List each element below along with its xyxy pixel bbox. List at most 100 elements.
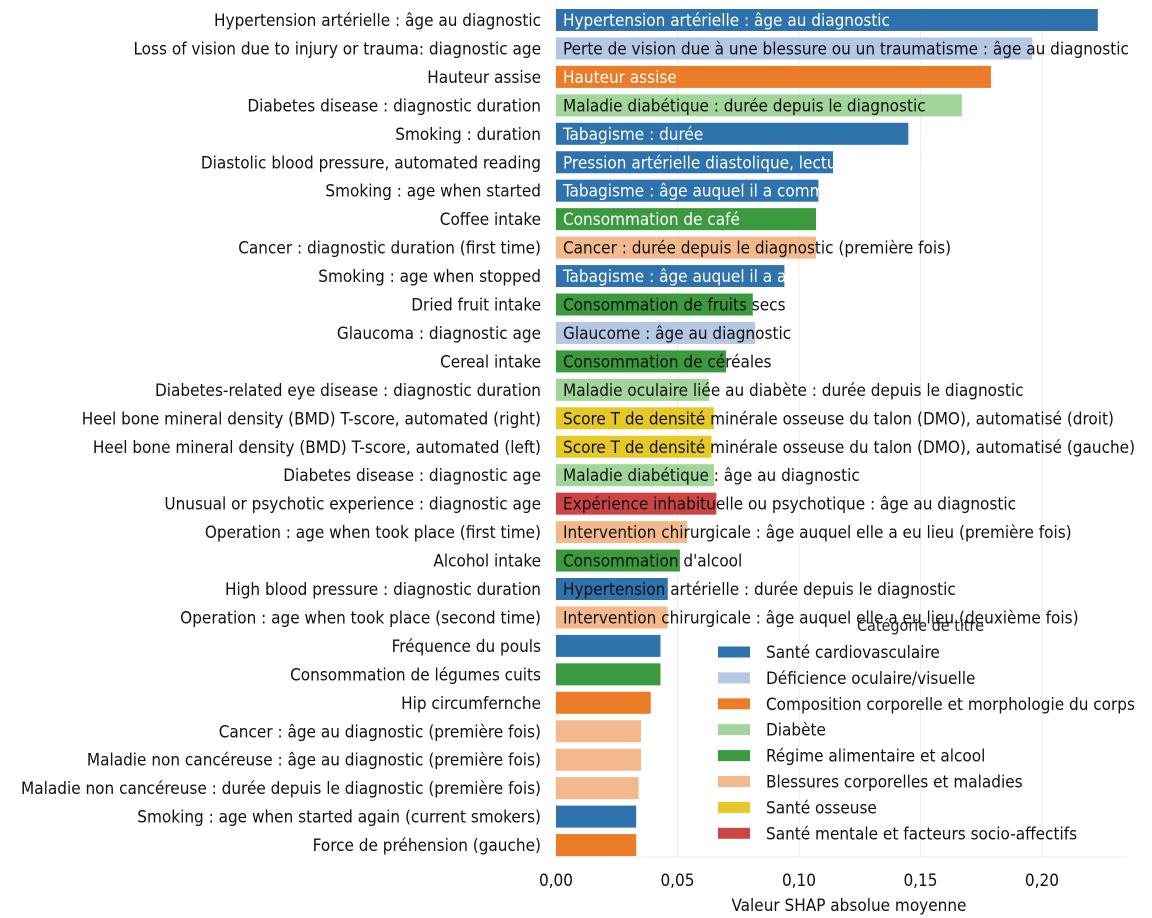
bar-17 <box>556 492 717 515</box>
bar-6 <box>556 179 819 202</box>
bar-inner-label-1: Perte de vision due à une blessure ou un… <box>563 39 1129 59</box>
bar-13 <box>556 378 710 401</box>
legend-label-2: Composition corporelle et morphologie du… <box>766 695 1135 715</box>
y-label-19: Alcohol intake <box>433 552 541 572</box>
x-tick-label-2: 0,10 <box>782 871 816 891</box>
bar-inner-label-16: Maladie diabétique : âge au diagnostic <box>563 466 860 486</box>
bar-inner-label-12: Consommation de céréales <box>563 352 772 372</box>
x-axis-title: Valeur SHAP absolue moyenne <box>732 896 967 916</box>
legend-swatch-0 <box>718 646 750 658</box>
bar-inner-label-6: Tabagisme : âge auquel il a commencé <box>562 182 862 202</box>
bar-inner-label-18: Intervention chirurgicale : âge auquel e… <box>563 523 1072 543</box>
legend-swatch-3 <box>718 724 750 736</box>
y-label-11: Glaucoma : diagnostic age <box>337 324 541 344</box>
bar-3 <box>556 94 962 117</box>
y-label-28: Smoking : age when started again (curren… <box>137 808 541 828</box>
y-label-12: Cereal intake <box>440 352 541 372</box>
bar-inner-label-7: Consommation de café <box>563 210 740 230</box>
y-label-9: Smoking : age when stopped <box>318 267 541 287</box>
y-label-6: Smoking : age when started <box>325 182 541 202</box>
bar-inner-label-15: Score T de densité minérale osseuse du t… <box>563 438 1135 458</box>
x-tick-label-3: 0,15 <box>903 871 937 891</box>
bar-7 <box>556 208 816 231</box>
bar-15 <box>556 435 712 458</box>
bar-27 <box>556 777 639 800</box>
bar-inner-label-19: Consommation d'alcool <box>563 552 742 572</box>
y-label-21: Operation : age when took place (second … <box>180 608 541 628</box>
x-axis: 0,00 0,05 0,10 0,15 0,20 <box>539 871 1059 891</box>
bar-0 <box>556 9 1098 31</box>
bar-29 <box>556 834 637 857</box>
y-label-17: Unusual or psychotic experience : diagno… <box>164 495 541 515</box>
legend-label-1: Déficience oculaire/visuelle <box>766 669 975 689</box>
legend-swatch-5 <box>718 776 750 787</box>
x-tick-label-0: 0,00 <box>539 871 573 891</box>
bar-inner-label-5: Pression artérielle diastolique, lecture… <box>563 153 952 173</box>
bar-23 <box>556 663 661 686</box>
bar-20 <box>556 578 668 600</box>
y-label-8: Cancer : diagnostic duration (first time… <box>238 239 541 259</box>
legend-label-0: Santé cardiovasculaire <box>766 643 940 663</box>
bar-12 <box>556 350 727 373</box>
bar-11 <box>556 321 756 344</box>
bar-inner-label-21: Intervention chirurgicale : âge auquel e… <box>563 608 1079 628</box>
legend-title: Catégorie de titre <box>857 616 984 635</box>
bar-16 <box>556 464 714 487</box>
y-axis-labels: Hypertension artérielle : âge au diagnos… <box>21 11 541 856</box>
y-label-22: Fréquence du pouls <box>392 637 541 657</box>
y-label-26: Maladie non cancéreuse : âge au diagnost… <box>87 751 541 771</box>
bar-4 <box>556 122 909 145</box>
bar-inner-label-2: Hauteur assise <box>563 68 677 88</box>
bar-9 <box>556 265 785 288</box>
y-label-29: Force de préhension (gauche) <box>313 836 541 856</box>
bar-inner-label-13: Maladie oculaire liée au diabète : durée… <box>563 381 1024 401</box>
bar-8 <box>556 236 816 259</box>
bar-inner-labels: Hypertension artérielle : âge au diagnos… <box>562 11 1135 628</box>
y-label-5: Diastolic blood pressure, automated read… <box>201 153 541 173</box>
y-label-14: Heel bone mineral density (BMD) T-score,… <box>82 409 541 429</box>
bar-28 <box>556 805 637 828</box>
bar-14 <box>556 407 714 430</box>
legend-label-3: Diabète <box>766 721 826 741</box>
y-label-2: Hauteur assise <box>427 68 541 88</box>
y-label-25: Cancer : âge au diagnostic (première foi… <box>219 722 541 742</box>
bar-2 <box>556 65 991 88</box>
bar-inner-label-0: Hypertension artérielle : âge au diagnos… <box>563 11 890 31</box>
bar-25 <box>556 720 642 743</box>
y-label-23: Consommation de légumes cuits <box>290 665 541 685</box>
bar-inner-label-9: Tabagisme : âge auquel il a arrêté <box>562 267 823 287</box>
y-label-24: Hip circumfernche <box>401 694 541 714</box>
legend-swatch-6 <box>718 801 750 813</box>
legend-swatch-7 <box>718 827 750 839</box>
bar-inner-label-11: Glaucome : âge au diagnostic <box>563 324 791 344</box>
x-tick-label-4: 0,20 <box>1025 871 1059 891</box>
y-label-1: Loss of vision due to injury or trauma: … <box>133 39 541 59</box>
bar-24 <box>556 691 651 714</box>
y-label-10: Dried fruit intake <box>411 296 541 316</box>
bar-1 <box>556 37 1033 60</box>
legend-swatch-2 <box>718 698 750 710</box>
y-label-0: Hypertension artérielle : âge au diagnos… <box>214 11 541 31</box>
y-label-13: Diabetes-related eye disease : diagnosti… <box>155 381 541 401</box>
legend: Catégorie de titre Santé cardiovasculair… <box>718 616 1135 844</box>
bar-19 <box>556 549 680 572</box>
legend-label-6: Santé osseuse <box>766 798 877 818</box>
y-label-7: Coffee intake <box>440 210 541 230</box>
bar-22 <box>556 634 661 657</box>
y-label-27: Maladie non cancéreuse : durée depuis le… <box>21 779 541 799</box>
bar-inner-label-20: Hypertension artérielle : durée depuis l… <box>563 580 956 600</box>
legend-swatch-1 <box>718 672 750 684</box>
y-label-15: Heel bone mineral density (BMD) T-score,… <box>93 438 541 458</box>
grid-lines <box>555 6 1127 858</box>
y-label-16: Diabetes disease : diagnostic age <box>283 466 541 486</box>
legend-entries: Santé cardiovasculaire Déficience oculair… <box>718 643 1135 844</box>
bar-18 <box>556 521 688 544</box>
bar-inner-label-4: Tabagisme : durée <box>562 125 703 145</box>
bar-5 <box>556 151 833 174</box>
bars-group <box>556 9 1098 857</box>
x-tick-label-1: 0,05 <box>660 871 694 891</box>
bar-inner-label-3: Maladie diabétique : durée depuis le dia… <box>563 96 926 116</box>
y-label-4: Smoking : duration <box>395 125 541 145</box>
y-label-3: Diabetes disease : diagnostic duration <box>247 96 541 116</box>
bar-26 <box>556 748 642 771</box>
